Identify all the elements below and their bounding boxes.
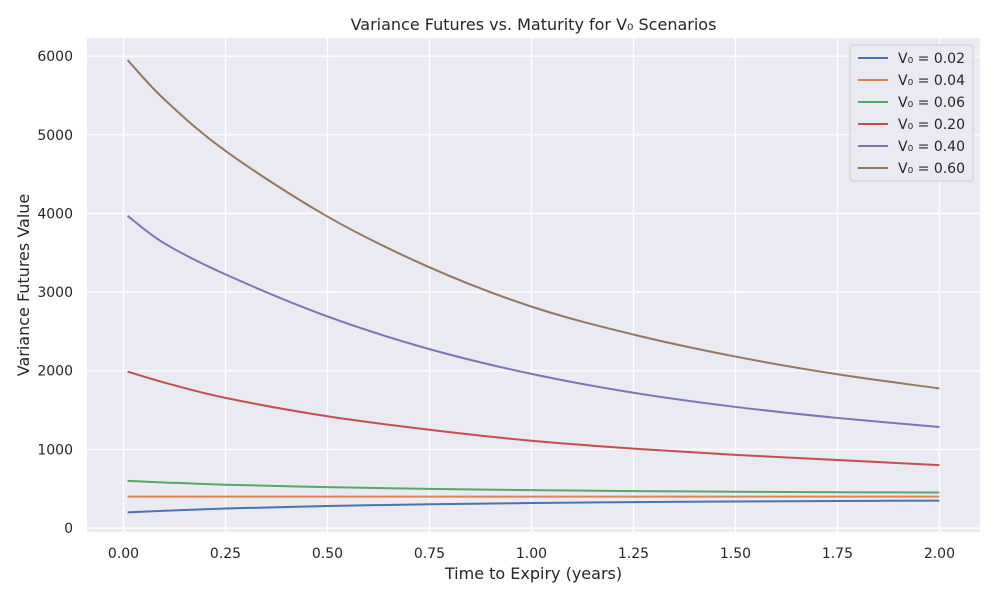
- series-lines: [126, 59, 940, 514]
- y-tick-label: 1000: [37, 442, 73, 458]
- y-tick-label: 5000: [37, 128, 73, 144]
- legend-label: V₀ = 0.06: [898, 95, 965, 111]
- series-line-5: [126, 59, 940, 390]
- y-tick-label: 3000: [37, 285, 73, 301]
- x-tick-label: 0.25: [210, 546, 241, 562]
- x-tick-label: 2.00: [924, 546, 955, 562]
- legend-label: V₀ = 0.04: [898, 73, 965, 89]
- x-tick-label: 0.50: [312, 546, 343, 562]
- y-tick-label: 4000: [37, 206, 73, 222]
- x-tick-label: 0.00: [108, 546, 139, 562]
- x-tick-label: 0.75: [414, 546, 445, 562]
- series-line-2: [127, 479, 940, 494]
- x-axis-label: Time to Expiry (years): [444, 564, 622, 583]
- legend-label: V₀ = 0.40: [898, 139, 965, 155]
- legend-label: V₀ = 0.02: [898, 51, 965, 67]
- series-line-4: [126, 214, 940, 428]
- series-line-0: [127, 499, 940, 514]
- x-tick-label: 1.00: [516, 546, 547, 562]
- plot-area: [87, 38, 980, 532]
- chart-title: Variance Futures vs. Maturity for V₀ Sce…: [351, 15, 717, 34]
- y-axis-label: Variance Futures Value: [14, 194, 33, 377]
- y-axis-ticks: 0 1000 2000 3000 4000 5000 6000: [37, 49, 73, 537]
- legend-label: V₀ = 0.60: [898, 161, 965, 177]
- x-axis-ticks: 0.00 0.25 0.50 0.75 1.00 1.25 1.50 1.75 2.00: [108, 546, 955, 562]
- x-tick-label: 1.75: [822, 546, 853, 562]
- x-tick-label: 1.25: [618, 546, 649, 562]
- series-line-3: [127, 370, 940, 467]
- y-tick-label: 2000: [37, 364, 73, 380]
- y-tick-label: 0: [64, 521, 73, 537]
- y-tick-label: 6000: [37, 49, 73, 65]
- legend: V₀ = 0.02 V₀ = 0.04 V₀ = 0.06 V₀ = 0.20 V₀ =…: [849, 44, 974, 182]
- x-tick-label: 1.50: [720, 546, 751, 562]
- legend-label: V₀ = 0.20: [898, 117, 965, 133]
